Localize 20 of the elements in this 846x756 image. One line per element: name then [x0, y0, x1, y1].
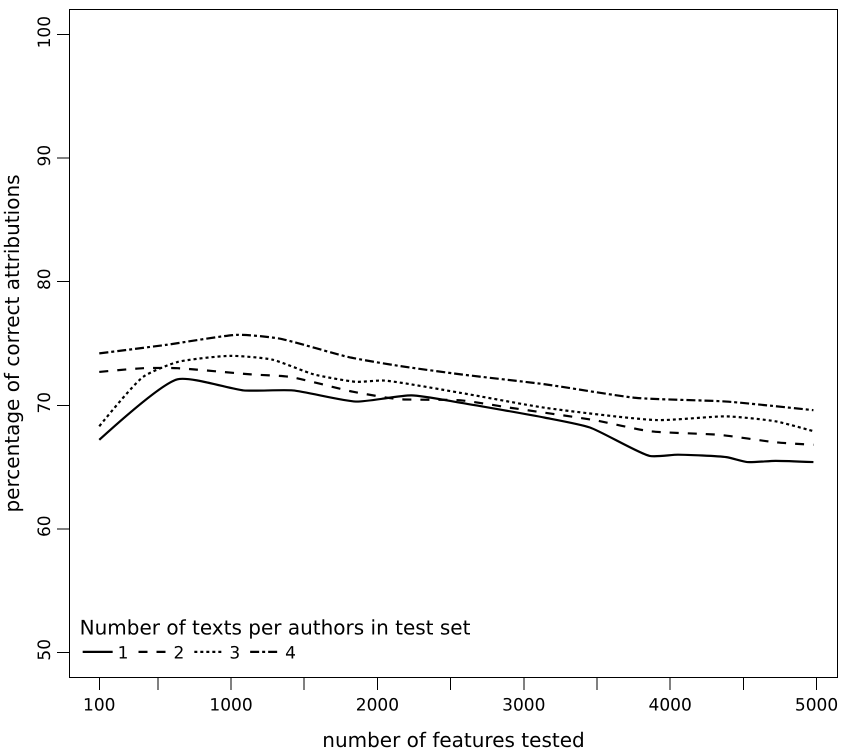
x-tick-label: 100 [83, 696, 116, 716]
x-tick-label: 5000 [794, 696, 838, 716]
y-tick-label: 90 [35, 144, 56, 166]
x-tick-label: 4000 [648, 696, 692, 716]
y-tick-label: 70 [35, 392, 56, 414]
y-tick-label: 60 [35, 515, 56, 538]
y-tick-label: 80 [35, 268, 56, 290]
legend-label: 4 [285, 644, 296, 664]
x-tick-label: 1000 [209, 696, 253, 716]
legend-label: 2 [174, 644, 184, 664]
legend-label: 1 [118, 644, 128, 664]
legend-title: Number of texts per authors in test set [80, 615, 471, 640]
legend-label: 3 [229, 644, 240, 664]
x-axis-title: number of features tested [322, 728, 585, 752]
x-tick-label: 2000 [356, 696, 400, 716]
x-tick-label: 3000 [502, 696, 546, 716]
y-tick-label: 50 [35, 638, 56, 661]
y-tick-label: 100 [35, 16, 56, 48]
y-axis-title: percentage of correct attributions [0, 174, 24, 513]
line-series [98, 334, 815, 412]
